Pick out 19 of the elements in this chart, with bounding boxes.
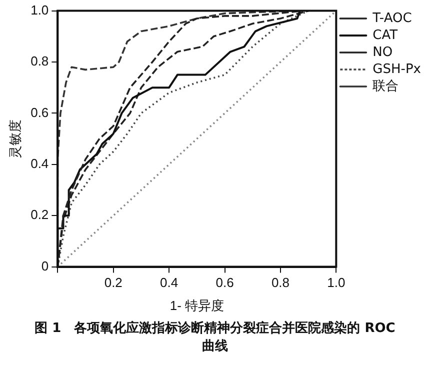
y-tick-label: 0.4 — [30, 156, 49, 171]
y-tick-label: 1.0 — [30, 2, 49, 18]
y-tick-label: 0.6 — [30, 104, 49, 120]
x-tick-label: 0.2 — [104, 275, 122, 290]
y-tick-label: 0.8 — [30, 54, 49, 69]
y-tick-label: 0 — [41, 258, 49, 274]
x-tick-label: 0.6 — [216, 275, 234, 290]
legend-label: CAT — [372, 28, 398, 43]
x-axis-title: 1- 特异度 — [170, 298, 224, 313]
legend-label: 联合 — [372, 78, 399, 94]
legend-label: GSH-Px — [372, 62, 422, 77]
y-tick-label: 0.2 — [30, 207, 49, 222]
y-axis-title: 灵敏度 — [7, 119, 22, 158]
legend-label: NO — [372, 44, 393, 60]
legend-label: T-AOC — [372, 10, 412, 26]
text: 图 1 各项氧化应激指标诊断精神分裂症合并医院感染的 ROC 曲线 — [34, 320, 396, 356]
x-tick-label: 0.8 — [271, 275, 290, 290]
x-tick-label: 1.0 — [327, 275, 346, 290]
x-tick-label: 0.4 — [160, 275, 178, 290]
